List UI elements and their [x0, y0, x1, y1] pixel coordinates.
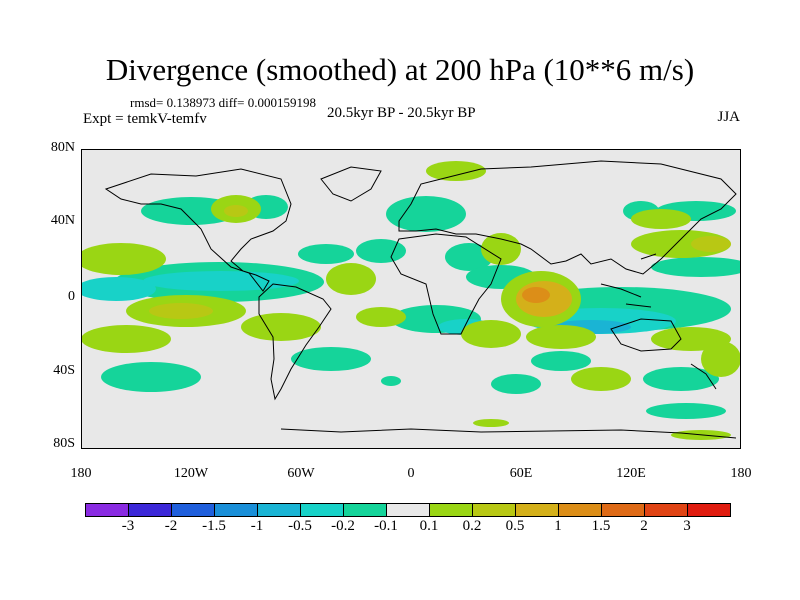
colorbar-label: -0.1 [374, 518, 398, 534]
colorbar-label: 1 [554, 518, 562, 534]
y-tick-80n: 80N [50, 140, 75, 155]
coastlines [104, 160, 737, 439]
colorbar-box [343, 503, 387, 517]
x-tick-180-right: 180 [730, 466, 752, 481]
colorbar-label: -0.5 [288, 518, 312, 534]
colorbar-box [171, 503, 215, 517]
colorbar-label: -2 [164, 518, 178, 534]
x-tick-0: 0 [407, 466, 415, 481]
colorbar-label: 1.5 [591, 518, 611, 534]
colorbar-label: 0.2 [462, 518, 482, 534]
colorbar-box [429, 503, 473, 517]
y-tick-80s: 80S [53, 436, 75, 451]
experiment-label: Expt = temkV-temfv [83, 111, 207, 127]
map-frame [81, 149, 741, 449]
period-label: 20.5kyr BP - 20.5kyr BP [327, 105, 476, 121]
y-tick-40s: 40S [53, 363, 75, 378]
plot-title: Divergence (smoothed) at 200 hPa (10**6 … [105, 52, 695, 87]
positive-divergence-field [76, 161, 741, 440]
divergence-map [76, 149, 751, 449]
rmsd-diff-stats: rmsd= 0.138973 diff= 0.000159198 [130, 95, 316, 110]
colorbar-label: 0.5 [505, 518, 525, 534]
colorbar-box [687, 503, 731, 517]
colorbar-box [644, 503, 688, 517]
colorbar-box [386, 503, 430, 517]
colorbar-box [85, 503, 129, 517]
x-tick-60e: 60E [509, 466, 533, 481]
colorbar-box [515, 503, 559, 517]
colorbar-label: -1.5 [202, 518, 226, 534]
colorbar-label: -1 [250, 518, 264, 534]
y-tick-0: 0 [68, 289, 75, 304]
colorbar-box [601, 503, 645, 517]
colorbar-label: 3 [683, 518, 691, 534]
x-tick-60w: 60W [287, 466, 315, 481]
colorbar-box [558, 503, 602, 517]
colorbar-label: 2 [640, 518, 648, 534]
colorbar-box [472, 503, 516, 517]
colorbar-label: -0.2 [331, 518, 355, 534]
x-tick-120w: 120W [173, 466, 209, 481]
colorbar-label: -3 [121, 518, 135, 534]
colorbar [85, 503, 731, 517]
map-panel [76, 149, 751, 449]
x-tick-120e: 120E [616, 466, 646, 481]
colorbar-label: 0.1 [419, 518, 439, 534]
y-tick-40n: 40N [50, 213, 75, 228]
colorbar-box [257, 503, 301, 517]
colorbar-box [128, 503, 172, 517]
season-label: JJA [717, 109, 740, 125]
x-tick-180-left: 180 [70, 466, 92, 481]
colorbar-box [214, 503, 258, 517]
colorbar-box [300, 503, 344, 517]
